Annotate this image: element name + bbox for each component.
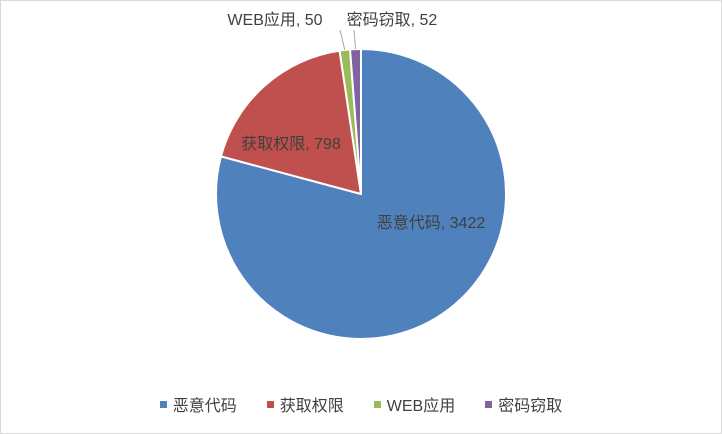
data-label-web-application: WEB应用, 50	[227, 10, 322, 29]
pie-slice-malicious-code	[215, 48, 507, 340]
pie-slice-privilege-acquisition	[219, 49, 362, 195]
legend-item-web-application: WEB应用	[373, 392, 456, 416]
pie-slice-password-theft	[349, 47, 362, 195]
leader-line-password-theft	[353, 29, 357, 50]
leader-lines	[339, 29, 357, 51]
data-label-malicious-code: 恶意代码, 3422	[377, 213, 486, 232]
legend-marker-password-theft	[485, 400, 493, 408]
pie-slices	[215, 47, 507, 340]
legend-label-privilege-acquisition: 获取权限	[279, 398, 344, 415]
legend-marker-web-application	[373, 400, 381, 408]
legend-label-malicious-code: 恶意代码	[172, 398, 237, 415]
legend-marker-privilege-acquisition	[266, 400, 274, 408]
legend: 恶意代码 获取权限 WEB应用 密码窃取	[1, 391, 721, 417]
legend-label-web-application: WEB应用	[386, 398, 456, 415]
legend-item-privilege-acquisition: 获取权限	[266, 392, 344, 416]
leader-line-web-application	[339, 29, 346, 51]
data-label-privilege-acquisition: 获取权限, 798	[241, 135, 341, 153]
legend-label-password-theft: 密码窃取	[498, 398, 563, 415]
data-labels: 恶意代码, 3422 获取权限, 798 WEB应用, 50 密码窃取, 52	[227, 10, 485, 232]
legend-item-malicious-code: 恶意代码	[159, 392, 237, 416]
legend-item-password-theft: 密码窃取	[485, 392, 562, 416]
legend-marker-malicious-code	[159, 400, 167, 408]
data-label-password-theft: 密码窃取, 52	[347, 11, 438, 29]
